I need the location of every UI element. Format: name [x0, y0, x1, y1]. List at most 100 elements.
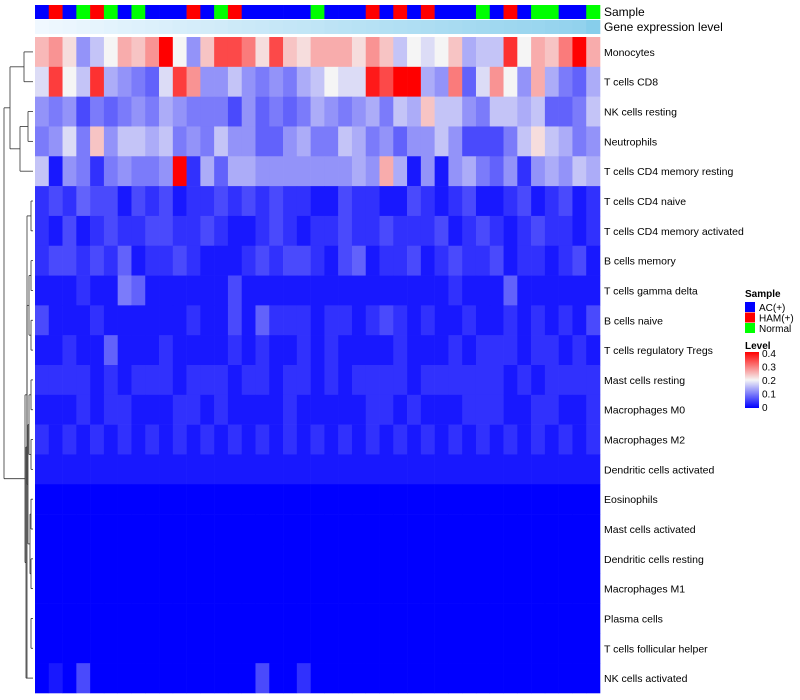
heatmap-cell — [90, 603, 105, 634]
expression-cell — [489, 20, 504, 34]
heatmap-cell — [393, 96, 408, 127]
heatmap-cell — [214, 245, 229, 276]
heatmap-cell — [296, 514, 311, 545]
expression-cell — [172, 20, 187, 34]
heatmap-cell — [159, 96, 174, 127]
heatmap-cell — [586, 275, 601, 306]
heatmap-cell — [117, 603, 132, 634]
heatmap-cell — [379, 215, 394, 247]
heatmap-cell — [172, 245, 187, 276]
sample-cell — [475, 5, 491, 19]
heatmap-cell — [531, 215, 546, 247]
heatmap-cell — [448, 514, 463, 545]
heatmap-cell — [503, 96, 518, 127]
heatmap-cell — [462, 186, 477, 217]
heatmap-cell — [48, 454, 63, 485]
heatmap-cell — [420, 215, 435, 247]
heatmap-cell — [214, 215, 229, 247]
heatmap-cell — [434, 633, 449, 664]
heatmap-cell — [572, 126, 587, 157]
heatmap-cell — [255, 37, 270, 68]
heatmap-cell — [62, 543, 77, 575]
heatmap-cell — [90, 305, 105, 336]
heatmap-cell — [572, 305, 587, 336]
heatmap-cell — [172, 454, 187, 485]
expression-cell — [90, 20, 105, 34]
heatmap-cell — [558, 573, 573, 604]
heatmap-cell — [200, 66, 215, 97]
heatmap-cell — [172, 335, 187, 366]
sample-cell — [145, 5, 160, 19]
heatmap-cell — [131, 305, 146, 336]
heatmap-cell — [503, 156, 518, 187]
expression-cell — [62, 20, 77, 34]
heatmap-cell — [420, 66, 435, 97]
heatmap-cell — [544, 186, 559, 217]
heatmap-cell — [186, 573, 201, 604]
heatmap-cell — [269, 633, 284, 664]
heatmap-cell — [186, 96, 201, 127]
heatmap-cell — [117, 514, 132, 545]
heatmap-cell — [393, 37, 408, 68]
heatmap-cell — [172, 663, 187, 694]
heatmap-cell — [475, 543, 491, 575]
heatmap-cell — [90, 454, 105, 485]
heatmap-cell — [351, 275, 367, 306]
heatmap-cell — [35, 245, 50, 276]
heatmap-cell — [558, 126, 573, 157]
heatmap-cell — [172, 156, 187, 187]
heatmap-cell — [241, 275, 256, 306]
heatmap-cell — [186, 37, 201, 68]
heatmap-cell — [489, 543, 504, 575]
row-dendrogram — [3, 51, 33, 679]
expression-cell — [200, 20, 215, 34]
heatmap-cell — [558, 335, 573, 366]
heatmap-cell — [434, 365, 449, 396]
heatmap-cell — [214, 663, 229, 694]
heatmap-cell — [558, 37, 573, 68]
heatmap-cell — [462, 633, 477, 664]
heatmap-cell — [145, 335, 160, 366]
heatmap-cell — [90, 663, 105, 694]
heatmap-cell — [420, 245, 435, 276]
heatmap-cell — [200, 275, 215, 306]
heatmap-cell — [48, 484, 63, 515]
heatmap-cell — [434, 66, 449, 97]
heatmap-cell — [227, 514, 243, 545]
heatmap-cell — [503, 37, 518, 68]
heatmap-cell — [186, 66, 201, 97]
heatmap-cell — [159, 603, 174, 634]
heatmap-cell — [475, 484, 491, 515]
heatmap-cell — [434, 156, 449, 187]
expression-cell — [283, 20, 298, 34]
heatmap-cell — [393, 573, 408, 604]
heatmap-cell — [531, 66, 546, 97]
heatmap-cell — [48, 305, 63, 336]
heatmap-cell — [558, 514, 573, 545]
heatmap-cell — [48, 186, 63, 217]
heatmap-cell — [462, 603, 477, 634]
heatmap-cell — [351, 663, 367, 694]
heatmap-cell — [351, 215, 367, 247]
heatmap-cell — [531, 484, 546, 515]
heatmap-cell — [324, 603, 339, 634]
heatmap-cell — [255, 96, 270, 127]
heatmap-cell — [448, 305, 463, 336]
heatmap-cell — [255, 66, 270, 97]
sample-cell — [420, 5, 435, 19]
heatmap-cell — [227, 424, 243, 455]
heatmap-cell — [393, 484, 408, 515]
expression-cell — [159, 20, 174, 34]
heatmap-cell — [255, 126, 270, 157]
heatmap-cell — [186, 424, 201, 455]
heatmap-cell — [200, 37, 215, 68]
heatmap-cell — [448, 484, 463, 515]
heatmap-cell — [296, 66, 311, 97]
heatmap-cell — [296, 215, 311, 247]
heatmap-cell — [365, 245, 380, 276]
heatmap-cell — [48, 156, 63, 187]
heatmap-cell — [269, 484, 284, 515]
heatmap-cell — [283, 454, 298, 485]
heatmap-cell — [90, 514, 105, 545]
heatmap-cell — [365, 335, 380, 366]
